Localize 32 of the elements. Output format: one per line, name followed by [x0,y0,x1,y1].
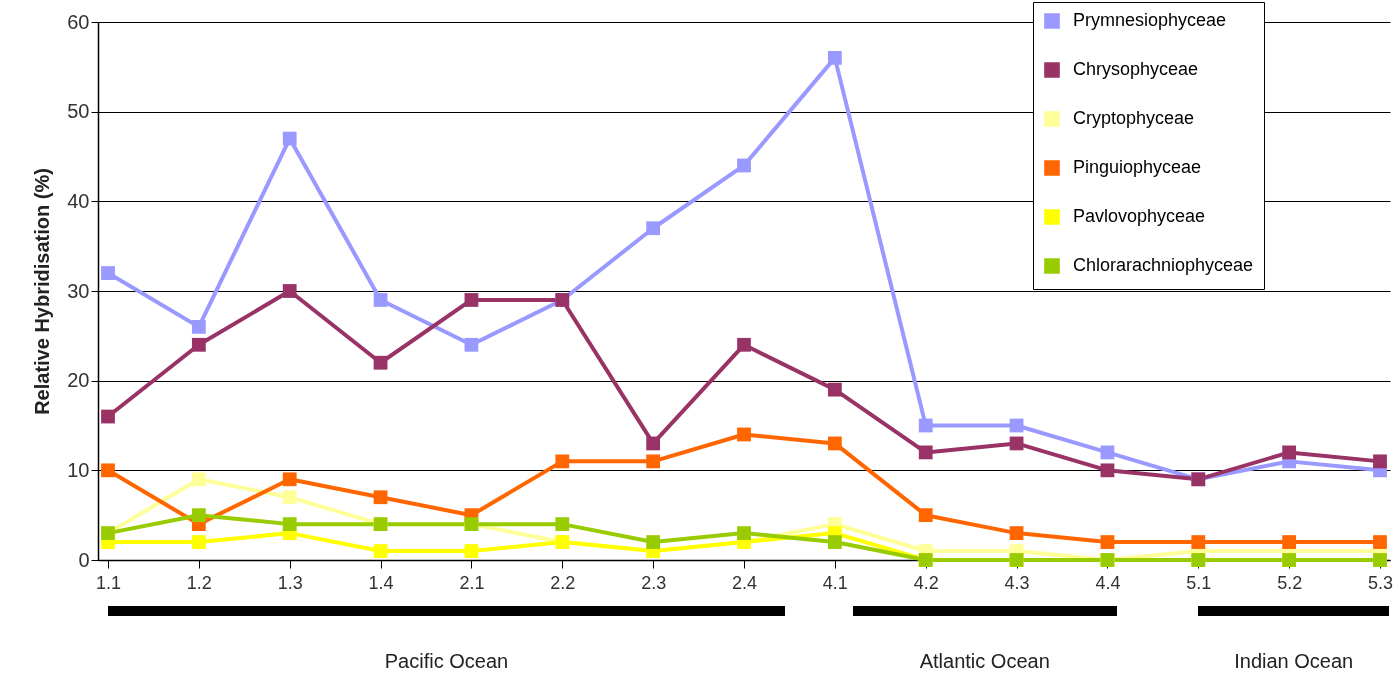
x-tick-label: 1.4 [368,572,394,593]
y-tick-label: 10 [67,458,90,481]
y-tick-label: 50 [67,100,90,123]
x-tick-label: 5.1 [1186,572,1212,593]
x-tick-label: 2.2 [550,572,576,593]
y-tick-label: 60 [67,10,90,33]
x-tick-label: 4.4 [1095,572,1121,593]
text: Atlantic Ocean [919,650,1050,673]
legend-label: Cryptophyceae [1073,108,1195,128]
x-tick-label: 2.1 [459,572,485,593]
y-tick-label: 30 [67,279,90,302]
x-tick-label: 4.1 [822,572,848,593]
text: Pacific Ocean [384,650,509,673]
y-axis-title: Relative Hybridisation (%) [31,168,54,415]
legend-label: Prymnesiophyceae [1073,10,1227,30]
legend-label: Chrysophyceae [1073,59,1199,79]
x-tick-label: 1.3 [277,572,303,593]
text: Indian Ocean [1234,650,1354,673]
x-tick-label: 2.3 [641,572,667,593]
legend-label: Pavlovophyceae [1073,206,1206,226]
x-tick-label: 4.3 [1004,572,1030,593]
x-tick-label: 4.2 [913,572,939,593]
x-tick-label: 1.2 [186,572,212,593]
y-tick-label: 0 [78,548,90,571]
legend-label: Pinguiophyceae [1073,157,1202,177]
legend-label: Chlorarachniophyceae [1073,255,1254,275]
y-tick-label: 40 [67,189,90,212]
x-tick-label: 2.4 [731,572,758,593]
x-tick-label: 1.1 [95,572,122,593]
x-tick-label: 5.3 [1367,572,1394,593]
x-tick-label: 5.2 [1277,572,1303,593]
y-tick-label: 20 [67,369,90,392]
